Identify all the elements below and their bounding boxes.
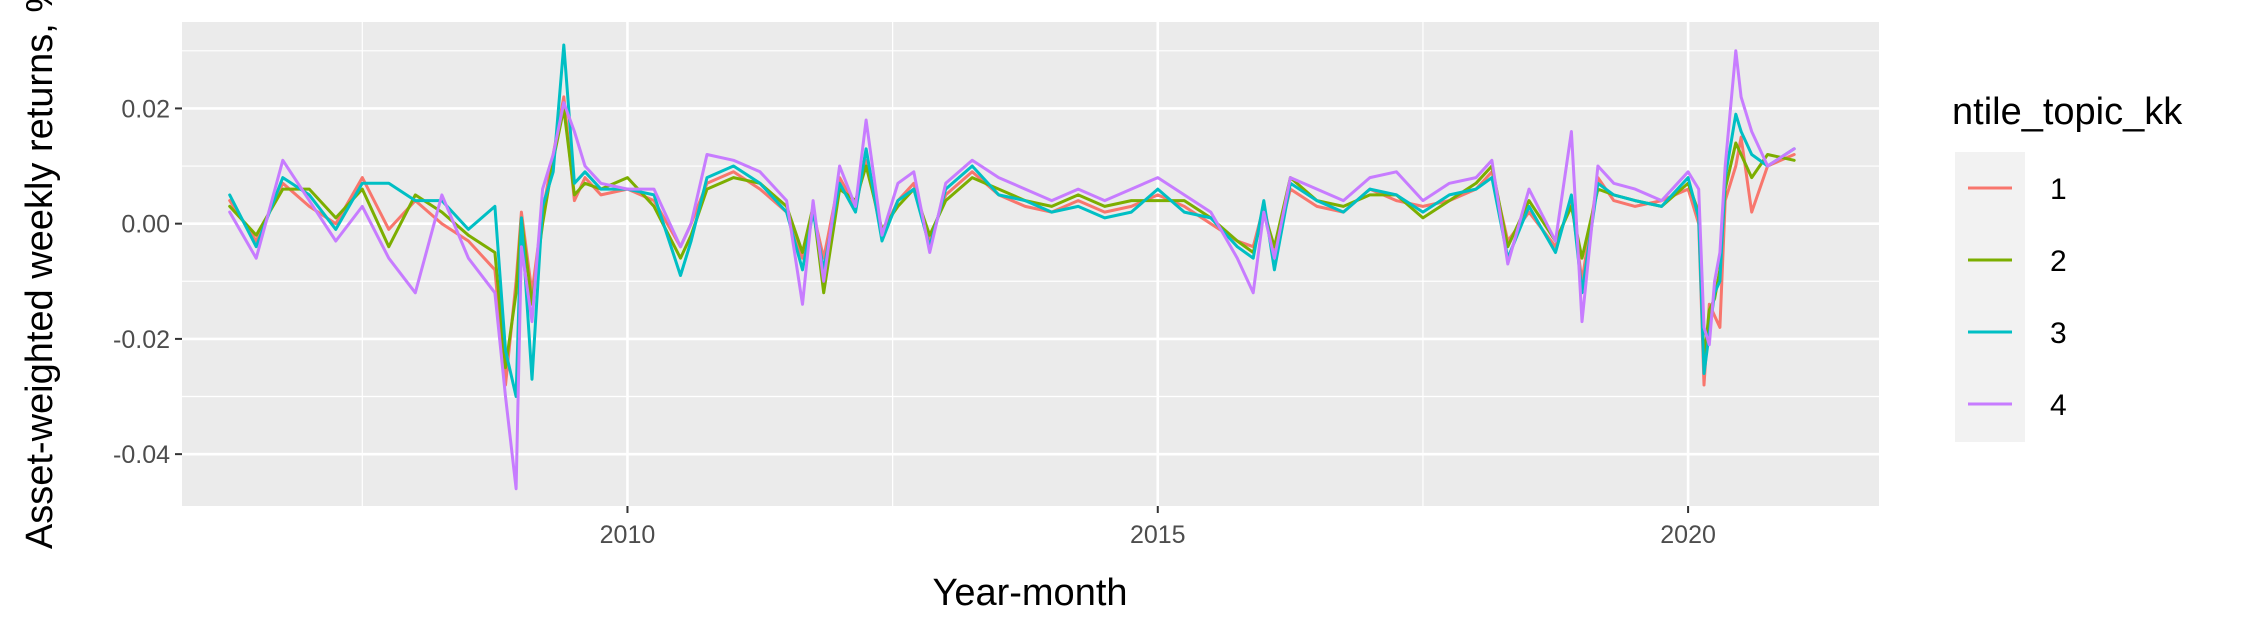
minor-gridlines: [182, 22, 1879, 506]
x-axis-title: Year-month: [932, 572, 1127, 614]
plot-panel: [182, 22, 1879, 506]
x-axis: 2010 2015 2020: [600, 506, 1716, 549]
y-axis: 0.02 0.00 -0.02 -0.04: [113, 95, 182, 469]
x-tick-label: 2020: [1660, 521, 1716, 549]
series-lines: [228, 43, 1796, 491]
legend: ntile_topic_kk 1 2 3 4: [1952, 91, 2183, 442]
y-tick-label: -0.04: [113, 441, 170, 469]
y-tick-label: 0.02: [121, 95, 170, 123]
y-tick-label: -0.02: [113, 326, 170, 354]
x-tick-label: 2015: [1130, 521, 1186, 549]
y-axis-title: Asset-weighted weekly returns, %: [19, 0, 61, 549]
legend-label-1: 1: [2050, 173, 2067, 206]
legend-label-4: 4: [2050, 389, 2067, 422]
legend-label-2: 2: [2050, 245, 2067, 278]
legend-label-3: 3: [2050, 317, 2067, 350]
y-tick-label: 0.00: [121, 211, 170, 239]
legend-title: ntile_topic_kk: [1952, 91, 2183, 133]
series-line-3: [228, 43, 1796, 398]
legend-key-background: [1955, 152, 2025, 442]
series-line-4: [228, 49, 1796, 491]
legend-items: 1 2 3 4: [1968, 173, 2067, 422]
x-tick-label: 2010: [600, 521, 656, 549]
